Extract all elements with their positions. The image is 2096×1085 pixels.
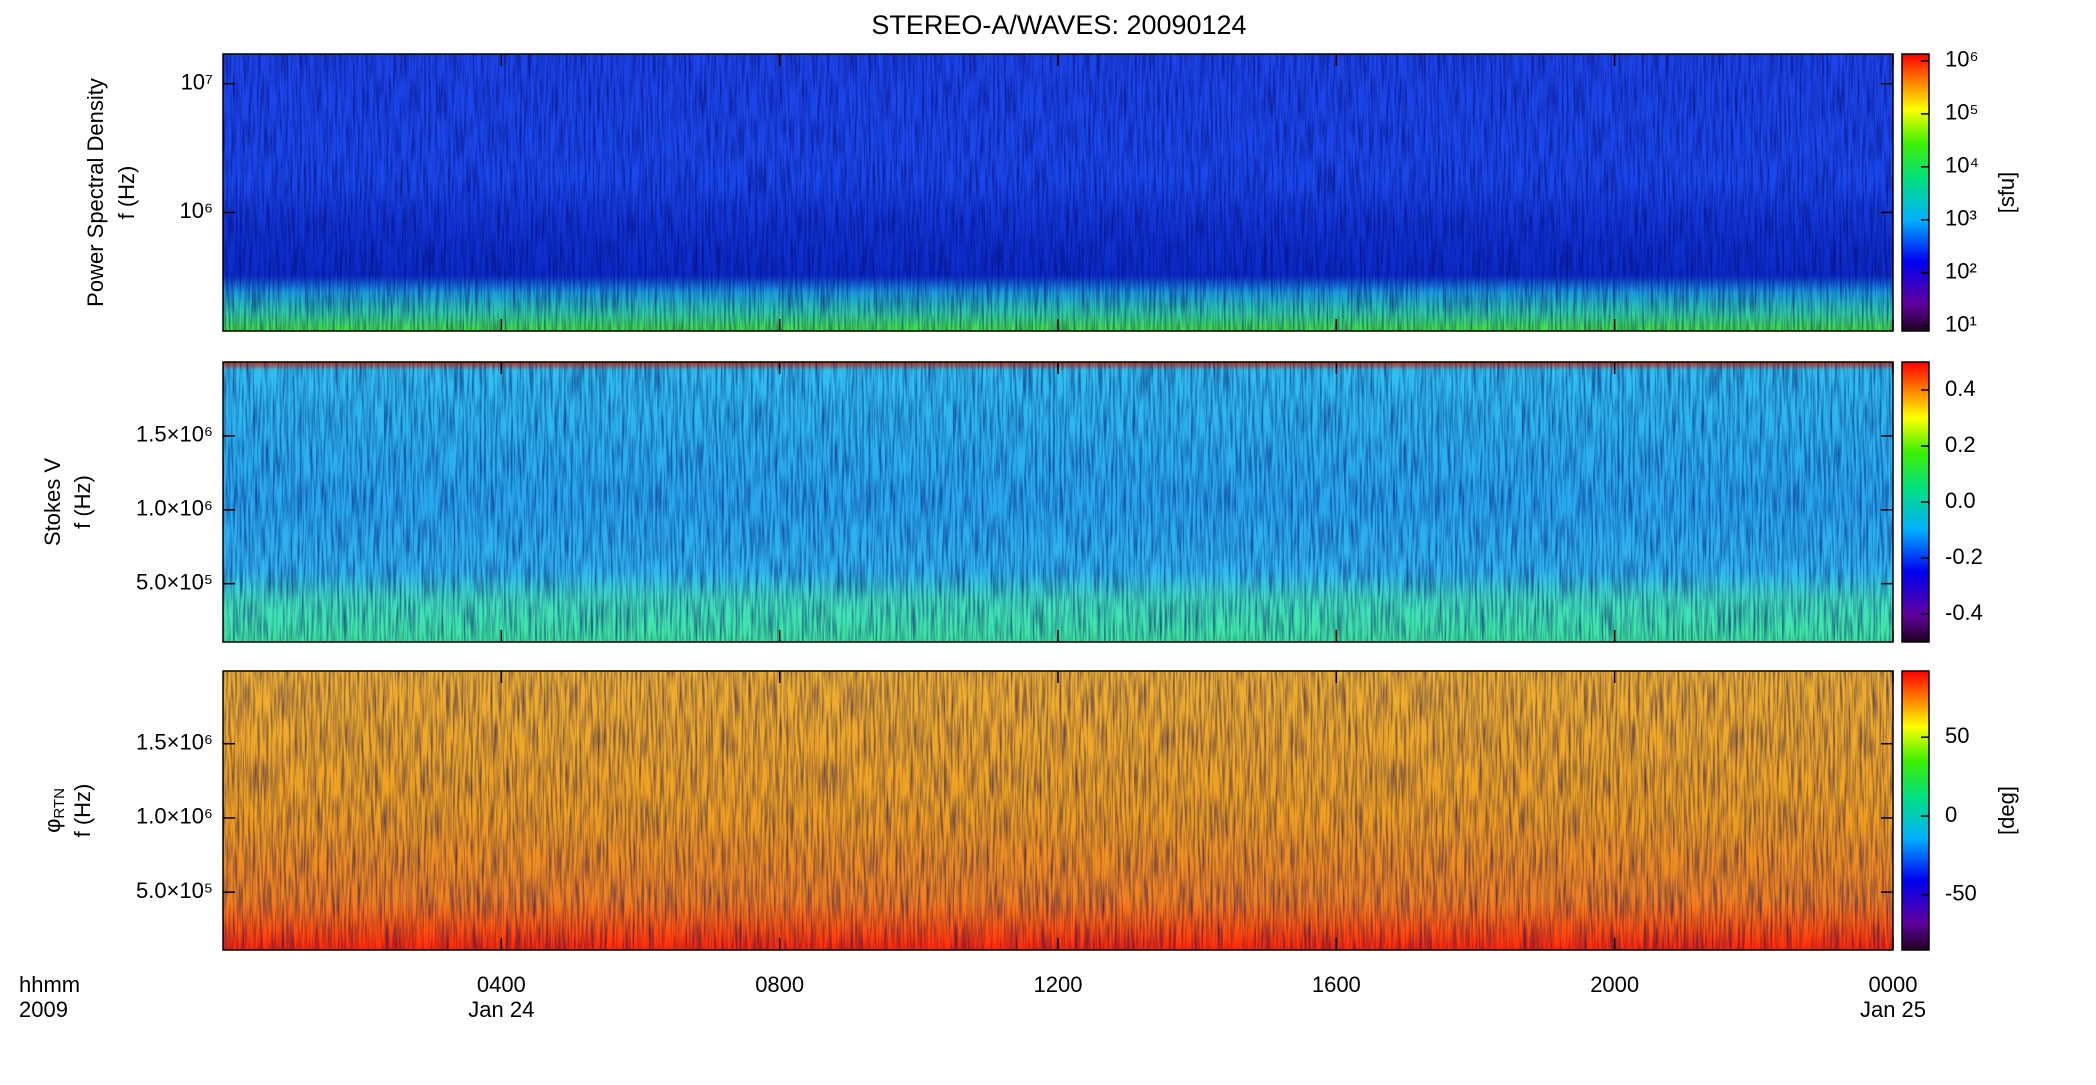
colorbar-tick-label: 0.0 [1945,488,1976,513]
y-tick-label: 1.0×10⁶ [136,496,213,521]
y-axis-label: f (Hz) [70,784,95,838]
colorbar [1901,670,1930,951]
x-tick-label: 0800 [755,972,804,997]
x-tick-label: 0400 [477,972,526,997]
date-label: Jan 24 [468,997,534,1022]
y-axis-label-sub: RTN [51,788,68,819]
y-axis-label-main: Stokes V [40,458,65,546]
y-tick-label: 1.5×10⁶ [136,730,213,755]
x-tick-label: 2000 [1590,972,1639,997]
colorbar [1901,53,1930,332]
colorbar-tick-label: -0.2 [1945,544,1983,569]
y-tick-label: 1.5×10⁶ [136,422,213,447]
spectrogram-texture [223,671,1893,950]
y-tick-label: 5.0×10⁵ [136,878,213,903]
year-label: 2009 [19,997,68,1022]
colorbar-tick-label: 10¹ [1945,311,1977,336]
colorbar-tick-label: 0 [1945,802,1957,827]
colorbar-tick-label: 10⁵ [1945,100,1979,125]
colorbar-tick-label: 10⁶ [1945,47,1979,72]
spectrogram-texture [223,54,1893,331]
time-unit-label: hhmm [19,972,80,997]
colorbar-tick-label: 0.2 [1945,432,1976,457]
y-tick-label: 1.0×10⁶ [136,804,213,829]
colorbar-tick-label: -50 [1945,881,1977,906]
y-axis-label-main: Power Spectral Density [83,78,108,307]
colorbar-label: [sfu] [1994,172,2019,214]
y-tick-label: 10⁶ [179,198,213,223]
x-tick-label: 1600 [1312,972,1361,997]
date-label: Jan 25 [1860,997,1926,1022]
colorbar-tick-label: 10³ [1945,206,1977,231]
colorbar-tick-label: 10⁴ [1945,153,1979,178]
colorbar-tick-label: -0.4 [1945,600,1983,625]
colorbar-tick-label: 0.4 [1945,376,1976,401]
spectrogram-texture [223,362,1893,642]
colorbar-label: [deg] [1994,786,2019,835]
y-axis-label: Stokes V [40,458,65,546]
x-tick-label: 1200 [1034,972,1083,997]
y-axis-label: φRTN [40,788,68,833]
y-tick-label: 5.0×10⁵ [136,569,213,594]
y-axis-label: f (Hz) [70,475,95,529]
chart-title: STEREO-A/WAVES: 20090124 [871,10,1246,40]
colorbar-tick-label: 10² [1945,258,1977,283]
colorbar-tick-label: 50 [1945,723,1969,748]
y-tick-label: 10⁷ [181,69,213,94]
x-tick-label: 0000 [1869,972,1918,997]
y-axis-label-main: φ [40,819,65,833]
y-axis-label: Power Spectral Density [83,78,108,307]
y-axis-label: f (Hz) [114,166,139,220]
